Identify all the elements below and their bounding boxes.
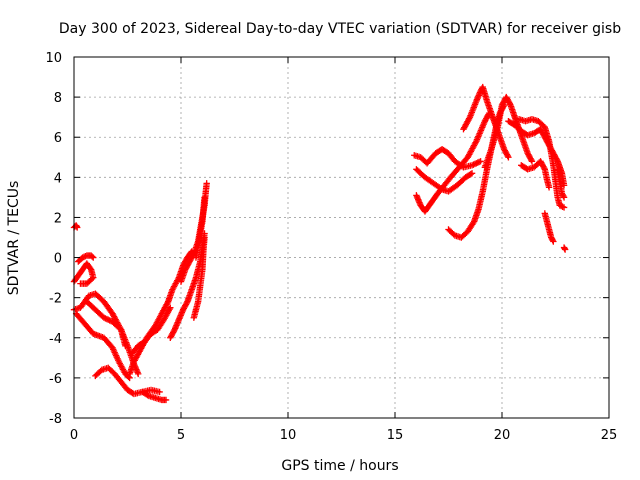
data-point-marker: [560, 194, 568, 201]
data-point-marker: [162, 396, 170, 404]
series-track-b: [70, 290, 142, 378]
data-point-marker: [549, 236, 556, 244]
y-tick-label: -2: [49, 292, 62, 307]
data-point-marker: [470, 161, 477, 168]
data-point-marker: [561, 246, 569, 253]
data-point-marker: [472, 139, 479, 146]
x-axis-title: GPS time / hours: [281, 458, 398, 474]
series-track-a: [70, 222, 81, 231]
x-tick-label: 25: [601, 428, 618, 443]
data-point-marker: [473, 160, 480, 167]
x-tick-label: 5: [177, 428, 185, 443]
data-point-marker: [550, 238, 557, 245]
series-track-c: [72, 310, 133, 382]
series-track-n: [192, 194, 208, 261]
data-point-marker: [100, 314, 108, 321]
series-track-h: [139, 388, 170, 404]
data-point-marker: [475, 158, 483, 166]
x-tick-label: 0: [70, 428, 78, 443]
series-track-x: [541, 210, 557, 245]
tick-layer: 0 5 10 15 20 25 -8 -6 -4 -2 0 2 4 6 8 10: [45, 51, 617, 443]
y-tick-label: 4: [54, 171, 62, 186]
data-point-marker: [88, 253, 96, 260]
data-point-marker: [156, 388, 163, 396]
data-point-marker: [135, 370, 142, 378]
series-track-w: [518, 158, 553, 191]
data-point-marker: [528, 158, 536, 165]
data-point-marker: [545, 184, 553, 191]
series-track-y: [554, 166, 568, 201]
y-tick-label: 2: [54, 211, 62, 226]
data-point-marker: [474, 159, 481, 166]
x-tick-label: 20: [494, 428, 511, 443]
data-point-marker: [471, 160, 479, 168]
y-tick-label: -8: [49, 412, 62, 427]
data-point-marker: [183, 299, 190, 307]
data-point-marker: [77, 280, 84, 287]
series-track-s: [460, 83, 512, 161]
series-track-g: [92, 364, 163, 398]
data-point-marker: [82, 253, 89, 260]
data-point-marker: [468, 162, 476, 169]
data-point-marker: [103, 315, 111, 323]
series-track-z: [560, 244, 569, 253]
series-track-m: [190, 234, 208, 321]
series-track-d: [70, 260, 97, 287]
data-point-marker: [106, 317, 113, 324]
data-point-marker: [74, 224, 81, 231]
y-tick-label: 6: [54, 131, 62, 146]
data-point-marker: [102, 315, 109, 322]
data-layer: [70, 83, 569, 404]
data-point-marker: [505, 154, 512, 161]
data-point-marker: [167, 304, 174, 311]
data-point-marker: [470, 219, 477, 227]
data-point-marker: [540, 164, 548, 172]
data-point-marker: [528, 156, 535, 164]
plot-frame: [73, 56, 610, 419]
data-point-marker: [201, 194, 208, 201]
series-track-p: [413, 166, 476, 195]
x-tick-label: 10: [280, 428, 297, 443]
series-track-e: [75, 252, 97, 265]
y-tick-label: -4: [49, 332, 62, 347]
data-point-marker: [560, 192, 567, 200]
data-point-marker: [122, 342, 129, 349]
data-point-marker: [558, 202, 565, 210]
data-point-marker: [125, 373, 132, 381]
y-axis-title: SDTVAR / TECUs: [6, 181, 22, 296]
series-track-j: [128, 304, 174, 358]
data-point-marker: [477, 158, 484, 165]
data-point-marker: [90, 254, 97, 261]
data-point-marker: [506, 100, 514, 107]
data-point-marker: [560, 204, 568, 211]
grid-layer: [74, 57, 609, 418]
chart-title: Day 300 of 2023, Sidereal Day-to-day VTE…: [59, 21, 621, 37]
data-point-marker: [105, 316, 112, 323]
data-point-marker: [504, 152, 511, 160]
series-track-o: [411, 146, 484, 171]
data-point-marker: [468, 170, 476, 177]
y-tick-label: 8: [54, 91, 62, 106]
y-tick-label: -6: [49, 372, 62, 387]
y-tick-label: 0: [54, 252, 62, 267]
series-track-f: [83, 298, 129, 349]
data-point-marker: [79, 254, 86, 261]
x-tick-label: 15: [387, 428, 404, 443]
data-point-marker: [144, 391, 151, 399]
data-point-marker: [87, 265, 94, 272]
data-point-marker: [80, 253, 88, 261]
data-point-marker: [556, 202, 563, 209]
data-point-marker: [203, 180, 210, 187]
y-tick-label: 10: [45, 51, 62, 66]
data-point-marker: [84, 279, 92, 286]
data-point-marker: [559, 203, 566, 210]
data-point-marker: [467, 170, 474, 178]
